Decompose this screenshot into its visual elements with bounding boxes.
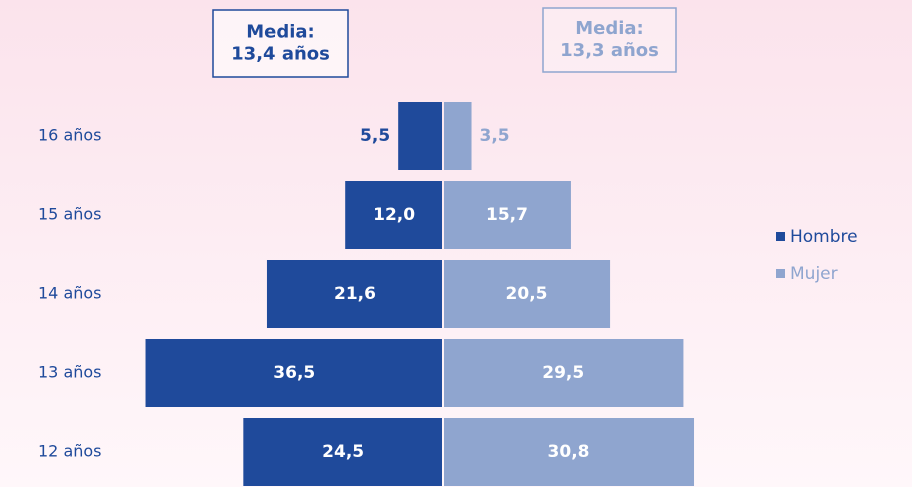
legend-label: Hombre	[790, 227, 858, 247]
bar	[266, 260, 442, 328]
annotation-text: Media:	[575, 18, 644, 39]
y-tick-label: 12 años	[38, 442, 102, 461]
bar	[444, 339, 684, 407]
annotation-text: Media:	[246, 22, 315, 43]
legend-swatch	[776, 232, 785, 241]
value-label: 36,5	[273, 363, 315, 383]
value-label: 21,6	[334, 284, 376, 304]
value-label: 5,5	[360, 126, 390, 146]
bar	[345, 181, 442, 249]
value-label: 30,8	[548, 442, 590, 462]
value-label: 12,0	[373, 205, 415, 225]
bar	[243, 418, 442, 486]
y-tick-label: 15 años	[38, 205, 102, 224]
bar	[444, 181, 571, 249]
y-tick-label: 14 años	[38, 284, 102, 303]
value-label: 20,5	[506, 284, 548, 304]
value-label: 3,5	[480, 126, 510, 146]
annotation-text: 13,3 años	[560, 40, 659, 61]
legend-swatch	[776, 269, 785, 278]
bar	[145, 339, 442, 407]
value-label: 15,7	[486, 205, 528, 225]
value-label: 24,5	[322, 442, 364, 462]
y-tick-label: 13 años	[38, 363, 102, 382]
annotation-text: 13,4 años	[231, 44, 330, 65]
value-label: 29,5	[542, 363, 584, 383]
bar	[444, 418, 695, 486]
bar	[398, 102, 442, 170]
legend-label: Mujer	[790, 264, 838, 284]
annotation-box	[542, 7, 677, 73]
bar	[444, 260, 611, 328]
bar	[444, 102, 472, 170]
annotation-box	[212, 9, 349, 78]
y-tick-label: 16 años	[38, 126, 102, 145]
